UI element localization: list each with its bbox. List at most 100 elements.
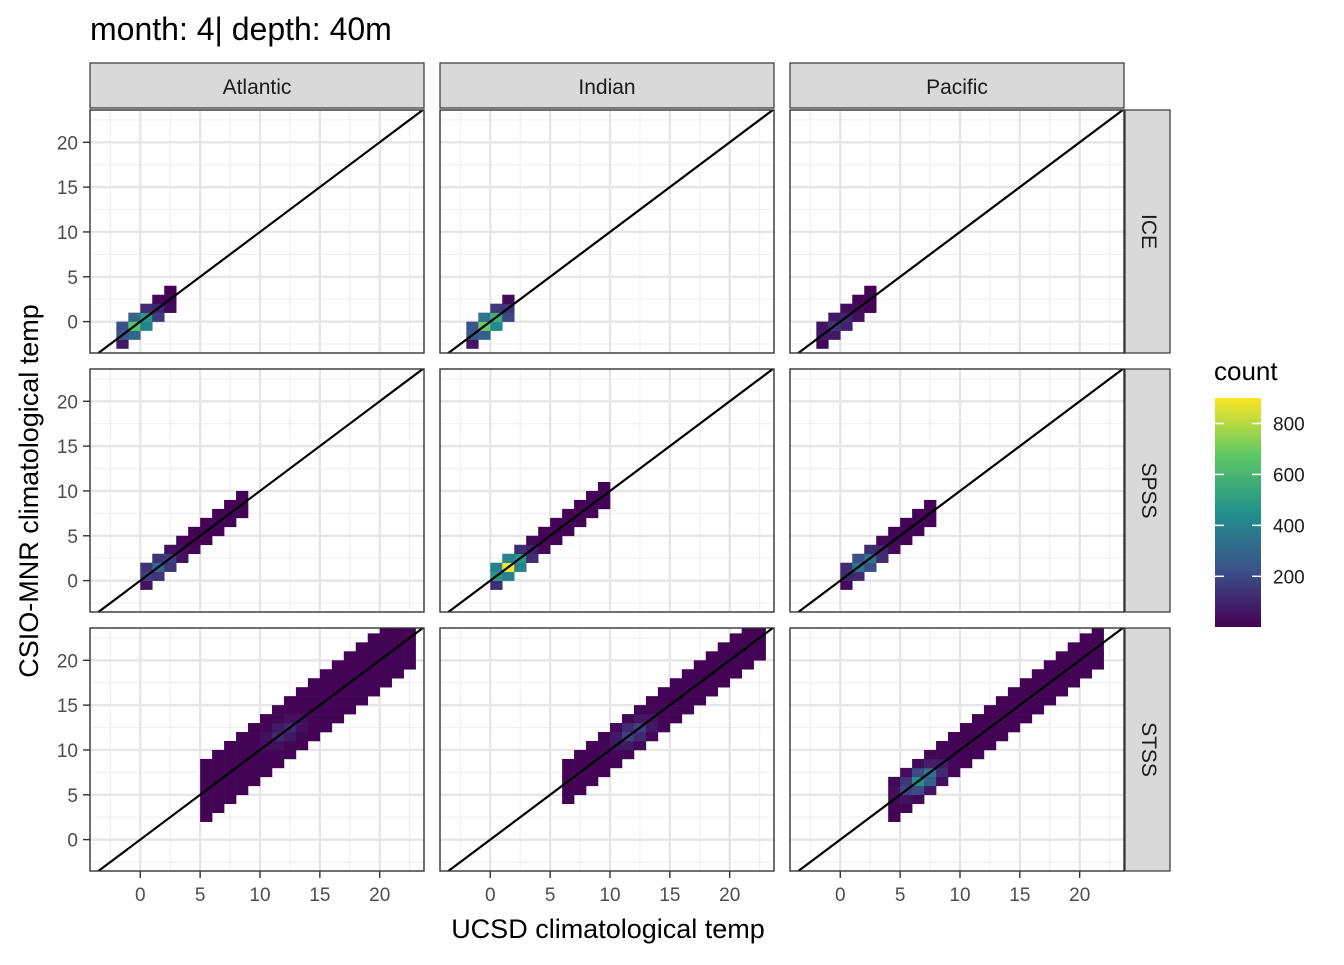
heat-tile bbox=[200, 758, 213, 769]
facet-label-indian: Indian bbox=[578, 76, 635, 99]
heat-tile bbox=[259, 758, 273, 769]
heat-tile bbox=[948, 740, 961, 751]
heat-tile bbox=[538, 544, 551, 555]
identity-line bbox=[446, 369, 774, 612]
heat-tile bbox=[900, 794, 913, 805]
heat-tile bbox=[490, 303, 503, 313]
heat-tile bbox=[621, 714, 635, 724]
heat-tile bbox=[331, 705, 345, 715]
heat-tile bbox=[621, 740, 635, 751]
heat-tile bbox=[586, 740, 599, 751]
heat-tile bbox=[983, 732, 997, 742]
heat-tile bbox=[295, 696, 309, 706]
heat-tile bbox=[343, 660, 357, 670]
heat-tile bbox=[355, 642, 369, 652]
heat-tile bbox=[586, 776, 599, 787]
heat-tile bbox=[224, 517, 237, 528]
y-tick-label: 5 bbox=[67, 527, 78, 548]
heat-tile bbox=[936, 776, 949, 787]
heat-tile bbox=[283, 749, 297, 760]
heat-tile bbox=[152, 294, 165, 304]
heat-tile bbox=[948, 732, 961, 742]
heat-tile bbox=[633, 740, 647, 751]
heat-tile bbox=[598, 499, 611, 510]
heat-tile bbox=[188, 526, 201, 537]
heat-tile bbox=[876, 535, 889, 546]
color-legend: count 200 400 600 800 bbox=[1214, 356, 1305, 627]
heat-tile bbox=[224, 740, 237, 751]
heat-tile bbox=[1067, 669, 1081, 679]
heat-tile bbox=[888, 803, 901, 814]
heat-tile bbox=[392, 615, 404, 624]
heat-tile bbox=[864, 562, 877, 572]
heat-tile bbox=[562, 758, 575, 769]
heat-tile bbox=[271, 749, 285, 760]
heat-tile bbox=[657, 696, 671, 706]
colorbar bbox=[1215, 398, 1261, 627]
heat-tile bbox=[574, 749, 587, 760]
heat-tile bbox=[319, 678, 333, 688]
heat-tile bbox=[912, 785, 925, 796]
heat-tile bbox=[816, 321, 829, 331]
heat-tile bbox=[128, 312, 141, 322]
heat-tile bbox=[753, 642, 766, 652]
heat-tile bbox=[609, 758, 623, 769]
heat-tile bbox=[164, 544, 177, 555]
y-tick-label: 0 bbox=[67, 572, 78, 593]
heat-tile bbox=[224, 749, 237, 760]
facet-label-ice: ICE bbox=[1137, 214, 1160, 249]
panel-ice-indian bbox=[439, 109, 775, 354]
facet-strip-indian bbox=[439, 62, 775, 109]
heat-tile bbox=[1067, 678, 1081, 688]
y-tick-label: 10 bbox=[57, 741, 78, 762]
heat-tile bbox=[586, 767, 599, 778]
heat-tile bbox=[1031, 669, 1045, 679]
heat-tile bbox=[609, 723, 623, 733]
x-tick-label: 20 bbox=[1069, 885, 1090, 906]
y-tick-label: 15 bbox=[57, 178, 78, 199]
x-tick-label: 20 bbox=[369, 885, 390, 906]
heat-tile bbox=[200, 812, 213, 822]
identity-line bbox=[446, 110, 774, 353]
heat-tile bbox=[598, 758, 611, 769]
heat-tile bbox=[574, 499, 587, 510]
y-tick-label: 20 bbox=[57, 133, 78, 154]
heat-tile bbox=[741, 651, 754, 661]
heat-tile bbox=[924, 517, 937, 528]
heat-tile bbox=[971, 749, 985, 760]
heat-tile bbox=[379, 633, 392, 643]
x-tick-label: 5 bbox=[195, 885, 206, 906]
heat-tile bbox=[224, 758, 237, 769]
x-tick-label: 10 bbox=[599, 885, 620, 906]
heat-tile bbox=[200, 517, 213, 528]
heat-tile bbox=[1031, 678, 1045, 688]
heat-tile bbox=[526, 535, 539, 546]
heat-tile bbox=[200, 535, 213, 546]
heat-tile bbox=[888, 526, 901, 537]
heat-tile bbox=[379, 660, 392, 670]
identity-line bbox=[796, 110, 1124, 353]
heat-tile bbox=[404, 615, 416, 624]
heat-tile bbox=[753, 651, 766, 661]
heat-tile bbox=[307, 714, 321, 724]
heat-tile bbox=[164, 303, 177, 313]
legend-title: count bbox=[1214, 356, 1278, 386]
heat-tile bbox=[645, 723, 659, 733]
heat-tile bbox=[224, 776, 237, 787]
heat-tile bbox=[1091, 651, 1104, 661]
heat-tile bbox=[1079, 660, 1092, 670]
panel-border bbox=[439, 109, 775, 354]
heat-tile bbox=[681, 678, 695, 688]
heat-tile bbox=[283, 732, 297, 742]
heat-tile bbox=[657, 687, 671, 697]
heat-tile bbox=[343, 651, 357, 661]
heat-tile bbox=[574, 785, 587, 796]
heat-tile bbox=[852, 294, 865, 304]
heat-tile bbox=[343, 696, 357, 706]
heat-tile bbox=[355, 678, 369, 688]
heat-tile bbox=[900, 517, 913, 528]
heat-tile bbox=[924, 785, 937, 796]
heat-tile bbox=[212, 803, 225, 814]
heat-tile bbox=[550, 517, 563, 528]
heat-tile bbox=[200, 776, 213, 787]
